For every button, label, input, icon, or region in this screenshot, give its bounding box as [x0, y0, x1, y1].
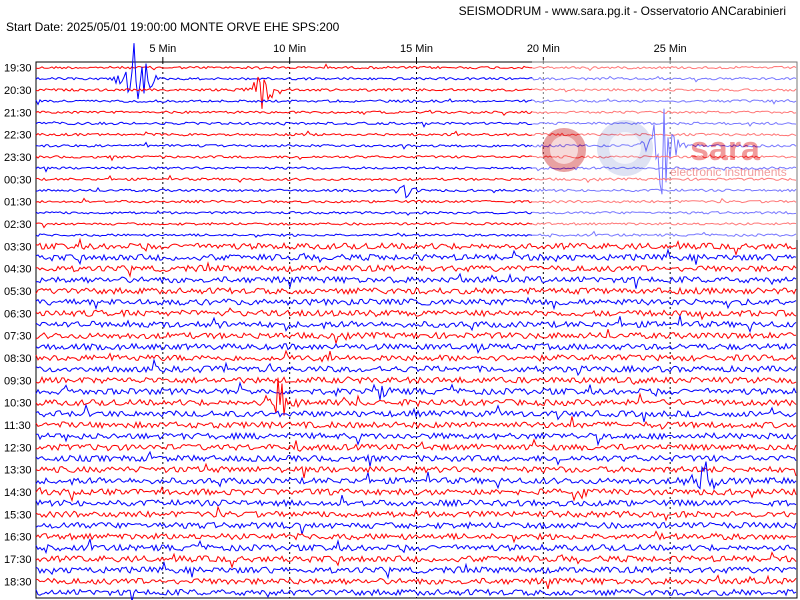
row-label: 16:30 — [4, 532, 32, 544]
row-label: 15:30 — [4, 509, 32, 521]
trace-red — [35, 153, 797, 162]
trace-blue — [35, 521, 797, 535]
sara-watermark: sara electronic instruments — [532, 60, 798, 240]
x-tick-label: 15 Min — [400, 43, 433, 55]
x-tick-label: 5 Min — [149, 43, 176, 55]
trace-red — [35, 530, 797, 544]
y-axis-labels: 19:30 20:30 21:30 22:30 23:30 00:30 01:30 02:30… — [4, 63, 32, 589]
trace-blue — [35, 210, 797, 216]
trace-red — [35, 222, 797, 229]
row-label: 23:30 — [4, 152, 32, 164]
row-label: 07:30 — [4, 331, 32, 343]
trace-red — [35, 462, 797, 479]
trace-blue — [35, 108, 797, 195]
trace-blue — [35, 272, 797, 289]
trace-red — [35, 197, 797, 204]
row-label: 06:30 — [4, 308, 32, 320]
x-tick-label: 10 Min — [273, 43, 306, 55]
trace-red — [35, 551, 797, 569]
trace-red — [35, 505, 797, 522]
row-label: 01:30 — [4, 197, 32, 209]
trace-red — [35, 174, 797, 184]
row-label: 21:30 — [4, 107, 32, 119]
row-label: 14:30 — [4, 487, 32, 499]
trace-blue — [35, 450, 797, 467]
row-label: 02:30 — [4, 219, 32, 231]
trace-blue — [35, 98, 797, 106]
trace-blue — [35, 315, 797, 333]
trace-red — [35, 63, 797, 72]
row-label: 05:30 — [4, 286, 32, 298]
row-label: 13:30 — [4, 465, 32, 477]
trace-blue — [35, 494, 797, 508]
trace-red — [36, 438, 797, 452]
trace-blue — [35, 538, 797, 555]
trace-blue — [35, 403, 797, 423]
row-label: 10:30 — [4, 398, 32, 410]
row-label: 19:30 — [4, 63, 32, 75]
trace-red — [35, 261, 797, 278]
row-label: 22:30 — [4, 130, 32, 142]
row-label: 09:30 — [4, 375, 32, 387]
trace-red — [35, 485, 797, 503]
sara-logo-text: sara — [690, 130, 761, 168]
trace-red — [35, 307, 797, 321]
trace-blue — [35, 184, 797, 199]
trace-blue — [35, 560, 797, 580]
trace-blue — [35, 248, 797, 266]
row-label: 11:30 — [4, 420, 31, 432]
trace-red — [35, 375, 797, 386]
trace-red — [35, 574, 797, 590]
trace-red — [35, 377, 797, 416]
trace-red — [35, 349, 797, 363]
trace-red — [35, 76, 797, 109]
x-axis: 5 Min 10 Min 15 Min 20 Min 25 Min — [149, 43, 687, 62]
trace-blue — [35, 381, 797, 400]
trace-blue — [35, 121, 797, 128]
row-label: 08:30 — [4, 353, 32, 365]
trace-blue — [36, 431, 797, 447]
trace-red — [35, 329, 797, 346]
trace-blue — [35, 296, 797, 311]
row-label: 03:30 — [4, 241, 32, 253]
trace-blue — [35, 166, 797, 173]
trace-blue — [35, 43, 797, 100]
row-label: 17:30 — [4, 554, 32, 566]
seismic-network-seal-icon — [597, 120, 653, 176]
trace-blue — [35, 358, 797, 377]
trace-red — [35, 416, 797, 430]
trace-blue — [35, 230, 797, 238]
x-tick-label: 25 Min — [654, 43, 687, 55]
row-label: 04:30 — [4, 264, 32, 276]
sara-tagline: electronic instruments — [670, 165, 787, 179]
trace-red — [35, 130, 797, 137]
trace-blue — [35, 588, 797, 600]
row-label: 00:30 — [4, 174, 32, 186]
trace-blue — [35, 461, 797, 491]
trace-red — [35, 237, 797, 257]
gridlines — [35, 61, 798, 599]
trace-blue — [35, 342, 797, 355]
trace-red — [35, 286, 797, 296]
x-tick-label: 20 Min — [527, 43, 560, 55]
chart-title: SEISMODRUM - www.sara.pg.it - Osservator… — [458, 4, 786, 18]
carabinieri-seal-icon — [542, 128, 586, 172]
row-label: 18:30 — [4, 576, 32, 588]
traces — [35, 43, 797, 600]
row-label: 12:30 — [4, 442, 32, 454]
trace-red — [35, 109, 797, 116]
chart-info: Start Date: 2025/05/01 19:00:00 MONTE OR… — [6, 20, 340, 34]
row-label: 20:30 — [4, 85, 32, 97]
